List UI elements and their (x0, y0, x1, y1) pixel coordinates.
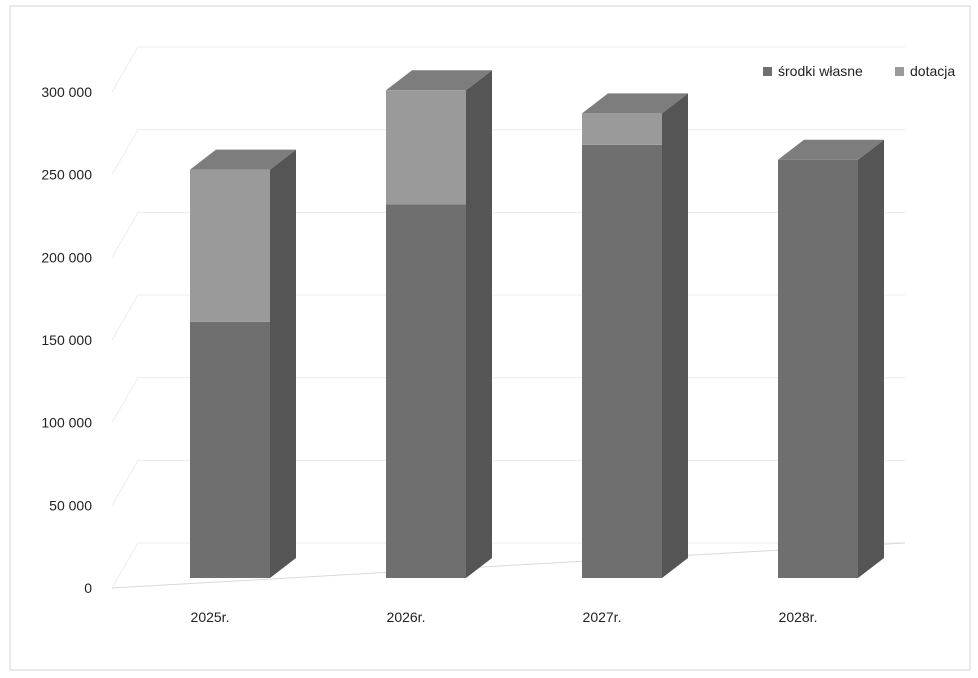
legend-swatch (763, 67, 772, 76)
y-tick-label: 100 000 (41, 415, 92, 431)
bar-side (662, 93, 688, 578)
bar-side (466, 70, 492, 579)
bar-group-2027r. (582, 93, 688, 578)
bar-top (778, 139, 884, 160)
x-tick-label: 2028r. (779, 609, 818, 625)
floor-line (111, 542, 906, 589)
bar-side (270, 149, 296, 579)
bar-top (190, 149, 296, 170)
gridline-diag (111, 294, 139, 341)
y-tick-label: 200 000 (41, 249, 92, 265)
bar-group-2026r. (386, 70, 492, 579)
bar-segment-own (386, 204, 466, 578)
bar-segment-own (190, 321, 270, 578)
bar-group-2025r. (190, 149, 296, 579)
gridline-diag (111, 129, 139, 175)
gridline-diag (111, 542, 139, 589)
bar-segment-own (582, 144, 662, 578)
gridline-diag (111, 377, 139, 423)
y-axis: 0 50 000 100 000 150 000 200 000 250 000 300 0… (41, 84, 92, 596)
x-tick-label: 2027r. (583, 609, 622, 625)
y-tick-label: 250 000 (41, 167, 92, 183)
legend-label: środki własne (778, 63, 863, 79)
legend-label: dotacja (910, 63, 955, 79)
x-tick-label: 2025r. (191, 609, 230, 625)
bar-group-2028r. (778, 139, 884, 578)
bar-top (582, 93, 688, 114)
bars (190, 70, 884, 579)
bar-segment-grant (190, 169, 270, 322)
y-tick-label: 50 000 (49, 497, 92, 513)
y-tick-label: 0 (84, 580, 92, 596)
chart-frame (9, 5, 971, 671)
y-tick-label: 300 000 (41, 84, 92, 100)
y-tick-label: 150 000 (41, 332, 92, 348)
gridline-diag (111, 46, 139, 93)
bar-segment-own (778, 159, 858, 578)
gridline-diag (111, 460, 139, 506)
legend: środki własne dotacja (763, 63, 955, 79)
gridline-diag (111, 212, 139, 258)
bar-segment-grant (386, 90, 466, 205)
bar-top (386, 70, 492, 91)
x-tick-label: 2026r. (387, 609, 426, 625)
legend-swatch (895, 67, 904, 76)
x-axis: 2025r. 2026r. 2027r. 2028r. (191, 609, 818, 625)
bar-segment-grant (582, 113, 662, 145)
bar-side (858, 139, 884, 578)
